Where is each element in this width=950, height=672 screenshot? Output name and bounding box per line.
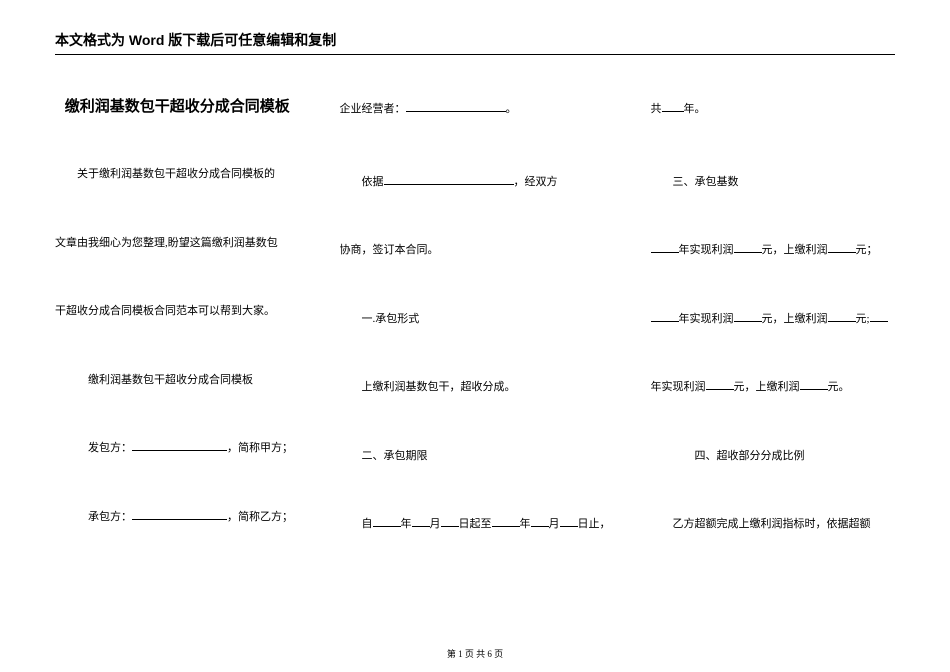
base2-s-blank [828, 311, 856, 322]
base1-c: 元； [856, 244, 878, 256]
column-3: 共年。 三、承包基数 年实现利润元，上缴利润元； 年实现利润元，上缴利润元; 年… [651, 95, 896, 585]
document-title: 缴利润基数包干超收分成合同模板 [55, 95, 300, 116]
basis-suffix: ，经双方 [514, 176, 558, 188]
period-d2-blank [560, 516, 578, 527]
period-m1-blank [412, 516, 430, 527]
years-suffix: 年。 [684, 103, 706, 115]
content-columns: 缴利润基数包干超收分成合同模板 关于缴利润基数包干超收分成合同模板的 文章由我细… [55, 95, 895, 585]
basis-line: 依据 ，经双方 [340, 174, 611, 191]
years-label: 共 [651, 103, 662, 115]
operator-suffix: 。 [506, 103, 517, 115]
party-b-blank [132, 509, 227, 520]
basis-blank [384, 174, 514, 185]
agree-line: 协商，签订本合同。 [340, 242, 611, 259]
base-line-3: 年实现利润 元，上缴利润 元。 [651, 379, 896, 396]
base1-b: 元，上缴利润 [762, 244, 828, 256]
intro-line-2: 文章由我细心为您整理,盼望这篇缴利润基数包 [55, 235, 300, 252]
base2-a: 年实现利润 [679, 313, 734, 325]
base-line-1: 年实现利润 元，上缴利润 元； [651, 242, 896, 259]
base3-s-blank [800, 379, 828, 390]
years-line: 共 年。 [651, 101, 896, 118]
years-blank [662, 101, 684, 112]
period-m2-blank [531, 516, 549, 527]
base3-p-blank [706, 379, 734, 390]
base2-c: 元; [856, 313, 870, 325]
period-from: 自 [362, 518, 373, 530]
section-4-heading: 四、超收部分分成比例 [651, 448, 896, 465]
operator-blank [406, 101, 506, 112]
party-a-line: 发包方： ，简称甲方； [55, 440, 300, 457]
base3-a: 年实现利润 [651, 381, 706, 393]
party-b-line: 承包方： ，简称乙方； [55, 509, 300, 526]
intro-line-3: 干超收分成合同模板合同范本可以帮到大家。 [55, 303, 300, 320]
base1-s-blank [828, 242, 856, 253]
period-d2: 日止， [578, 518, 611, 530]
period-m1: 月 [430, 518, 441, 530]
section-3-heading: 三、承包基数 [651, 174, 896, 191]
section-1-heading: 一.承包形式 [340, 311, 611, 328]
party-a-suffix: ，简称甲方； [227, 442, 293, 454]
base2-b: 元，上缴利润 [762, 313, 828, 325]
subtitle-line: 缴利润基数包干超收分成合同模板 [55, 372, 300, 389]
column-2: 企业经营者： 。 依据 ，经双方 协商，签订本合同。 一.承包形式 上缴利润基数包干… [340, 95, 611, 585]
base1-y-blank [651, 242, 679, 253]
base1-a: 年实现利润 [679, 244, 734, 256]
party-b-suffix: ，简称乙方； [227, 511, 293, 523]
section-2-heading: 二、承包期限 [340, 448, 611, 465]
base1-p-blank [734, 242, 762, 253]
document-page: 本文格式为 Word 版下载后可任意编辑和复制 缴利润基数包干超收分成合同模板 … [0, 0, 950, 585]
header-notice: 本文格式为 Word 版下载后可任意编辑和复制 [55, 30, 895, 55]
base2-y-blank [651, 311, 679, 322]
period-line: 自 年 月 日起至 年 月 日止， [340, 516, 611, 533]
period-y1: 年 [401, 518, 412, 530]
page-footer: 第 1 页 共 6 页 [0, 647, 950, 660]
excess-line: 乙方超额完成上缴利润指标时，依据超额 [651, 516, 896, 533]
column-1: 缴利润基数包干超收分成合同模板 关于缴利润基数包干超收分成合同模板的 文章由我细… [55, 95, 300, 585]
operator-line: 企业经营者： 。 [340, 101, 611, 118]
period-d1: 日起至 [459, 518, 492, 530]
party-b-label: 承包方： [88, 511, 132, 523]
form-desc: 上缴利润基数包干，超收分成。 [340, 379, 611, 396]
base-line-2: 年实现利润 元，上缴利润 元; [651, 311, 896, 328]
period-y2: 年 [520, 518, 531, 530]
party-a-blank [132, 440, 227, 451]
party-a-label: 发包方： [88, 442, 132, 454]
base2-tail-blank [870, 311, 888, 322]
period-y2-blank [492, 516, 520, 527]
period-m2: 月 [549, 518, 560, 530]
operator-label: 企业经营者： [340, 103, 406, 115]
period-d1-blank [441, 516, 459, 527]
basis-label: 依据 [362, 176, 384, 188]
period-y1-blank [373, 516, 401, 527]
base3-b: 元，上缴利润 [734, 381, 800, 393]
base2-p-blank [734, 311, 762, 322]
base3-c: 元。 [828, 381, 850, 393]
intro-line-1: 关于缴利润基数包干超收分成合同模板的 [55, 166, 300, 183]
